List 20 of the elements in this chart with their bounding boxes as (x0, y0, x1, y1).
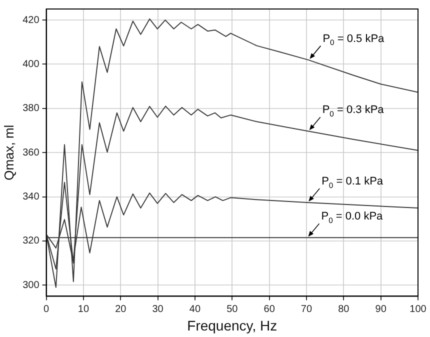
y-tick-label: 340 (22, 192, 40, 203)
y-tick-label: 300 (22, 280, 40, 291)
y-tick-label: 320 (22, 236, 40, 247)
x-axis-title: Frequency, Hz (187, 317, 278, 334)
x-tick-label: 90 (375, 304, 387, 315)
x-tick-label: 80 (338, 304, 350, 315)
x-tick-label: 60 (264, 304, 276, 315)
y-tick-label: 380 (22, 103, 40, 114)
x-tick-label: 10 (78, 304, 90, 315)
y-axis-title: Qmax, ml (1, 124, 16, 180)
x-tick-label: 40 (189, 304, 201, 315)
x-tick-label: 0 (44, 304, 50, 315)
x-tick-label: 100 (410, 304, 427, 315)
x-tick-label: 70 (300, 304, 312, 315)
y-tick-label: 420 (22, 14, 40, 26)
x-tick-label: 50 (226, 304, 238, 315)
x-tick-label: 30 (152, 304, 164, 315)
x-tick-label: 20 (115, 304, 127, 315)
y-tick-label: 400 (22, 58, 40, 70)
y-tick-label: 360 (22, 147, 40, 158)
